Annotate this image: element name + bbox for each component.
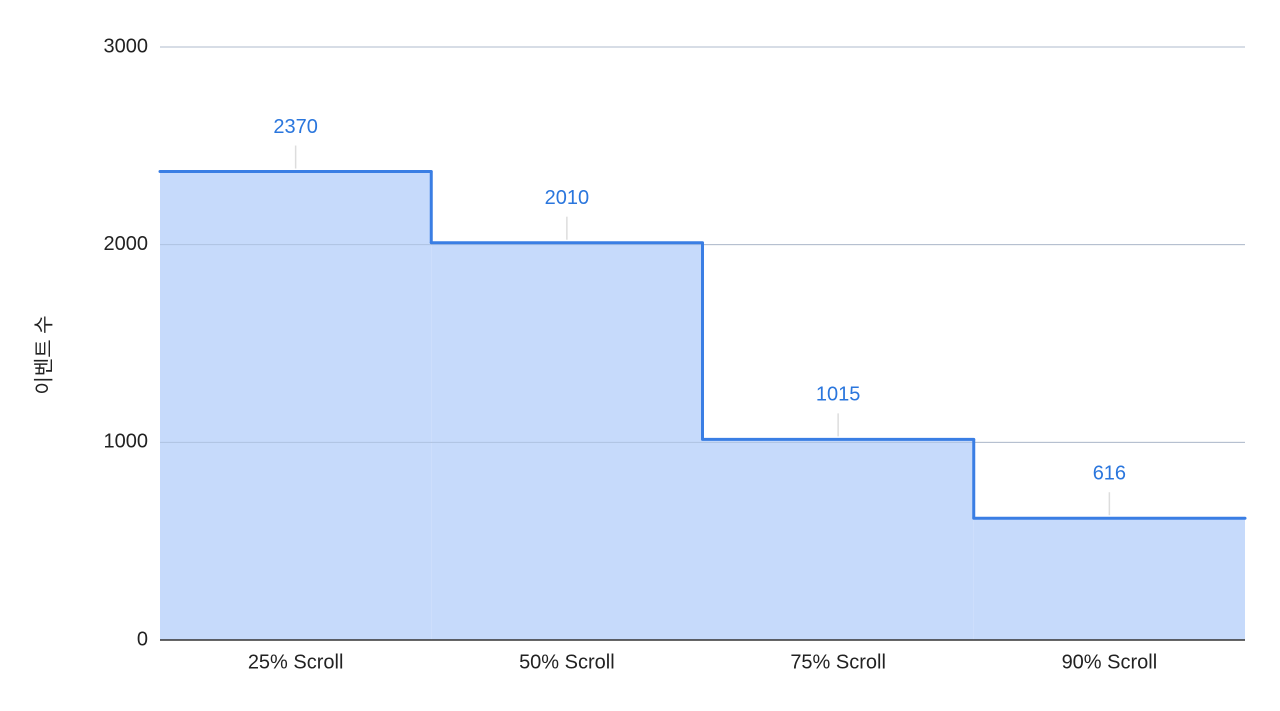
data-label: 2010 bbox=[545, 187, 590, 209]
y-tick-label: 0 bbox=[137, 628, 148, 650]
x-tick-label: 90% Scroll bbox=[1062, 651, 1158, 673]
data-label: 1015 bbox=[816, 384, 861, 406]
x-tick-label: 75% Scroll bbox=[790, 651, 886, 673]
y-tick-label: 2000 bbox=[104, 233, 149, 255]
area-fill bbox=[160, 171, 432, 640]
y-tick-label: 3000 bbox=[104, 35, 149, 57]
y-tick-label: 1000 bbox=[104, 431, 149, 453]
x-tick-label: 50% Scroll bbox=[519, 651, 615, 673]
data-label: 2370 bbox=[273, 116, 318, 138]
area-fill bbox=[431, 242, 703, 640]
x-tick-label: 25% Scroll bbox=[248, 651, 344, 673]
area-fill bbox=[702, 439, 974, 640]
area-fill bbox=[973, 518, 1245, 640]
y-axis-label: 이벤트 수 bbox=[32, 315, 55, 394]
data-label: 616 bbox=[1093, 463, 1126, 485]
